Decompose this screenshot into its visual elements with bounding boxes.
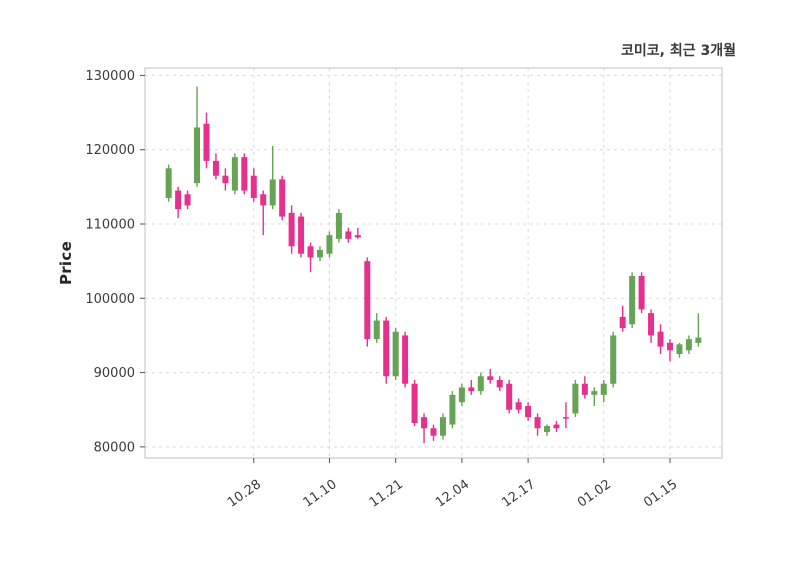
candle-body: [553, 424, 560, 429]
candle-body: [241, 157, 248, 191]
candle-body: [364, 261, 371, 340]
candle-body: [458, 387, 465, 403]
candle-body: [203, 123, 210, 161]
candle-body: [326, 235, 333, 254]
candle-body: [392, 331, 399, 377]
candle-body: [506, 383, 513, 410]
candle-body: [345, 231, 352, 239]
candle-body: [184, 194, 191, 206]
x-tick-label: 01.15: [641, 477, 680, 511]
x-tick-label: 11.21: [367, 477, 406, 511]
x-tick-label: 11.10: [301, 477, 340, 511]
plot-border: [144, 67, 723, 459]
candle-body: [165, 168, 172, 198]
candle-body: [515, 402, 522, 410]
candle-body: [487, 376, 494, 380]
candle-body: [307, 246, 314, 258]
y-tick-label: 90000: [94, 366, 135, 381]
y-tick-label: 100000: [85, 292, 135, 307]
candle-body: [676, 344, 683, 354]
candle-body: [260, 194, 267, 206]
candle-body: [695, 337, 702, 343]
candle-body: [544, 426, 551, 432]
x-tick-label: 10.28: [225, 477, 264, 511]
candle-body: [194, 127, 201, 184]
candle-body: [383, 320, 390, 377]
candle-body: [610, 335, 617, 384]
candle-body: [619, 316, 626, 328]
candle-body: [638, 276, 645, 310]
candle-body: [477, 376, 484, 392]
candle-body: [629, 276, 636, 325]
candle-body: [316, 250, 323, 258]
candle-body: [572, 383, 579, 414]
chart-title: 코미코, 최근 3개월: [621, 43, 736, 59]
candle-body: [175, 190, 182, 210]
candle-body: [525, 406, 532, 418]
candle-body: [666, 342, 673, 351]
candle-body: [231, 157, 238, 191]
candle-body: [335, 212, 342, 239]
candle-body: [421, 417, 428, 429]
candle-body: [430, 428, 437, 436]
y-tick-label: 80000: [94, 440, 135, 455]
candle-body: [600, 383, 607, 395]
x-tick-label: 01.02: [575, 477, 614, 511]
candle-body: [648, 313, 655, 336]
candle-body: [373, 320, 380, 340]
candle-body: [657, 331, 664, 347]
candle-body: [279, 179, 286, 217]
candle-body: [534, 417, 541, 429]
candle-body: [581, 383, 588, 395]
candle-body: [354, 235, 361, 238]
candle-body: [402, 335, 409, 384]
candle-body: [222, 175, 229, 184]
candle-body: [449, 394, 456, 425]
candle-body: [411, 383, 418, 424]
x-tick-label: 12.17: [499, 477, 538, 511]
y-tick-label: 120000: [85, 143, 135, 158]
candle-body: [468, 387, 475, 392]
candle-body: [298, 216, 305, 254]
candle-body: [591, 391, 598, 395]
y-tick-label: 130000: [85, 69, 135, 84]
candle-body: [685, 339, 692, 351]
candle-body: [250, 175, 257, 198]
candle-body: [562, 417, 569, 419]
x-tick-label: 12.04: [433, 477, 472, 511]
y-tick-label: 110000: [85, 218, 135, 233]
candle-body: [288, 212, 295, 247]
candle-body: [269, 179, 276, 206]
candle-body: [212, 160, 219, 176]
candle-body: [496, 380, 503, 388]
candle-body: [439, 417, 446, 436]
